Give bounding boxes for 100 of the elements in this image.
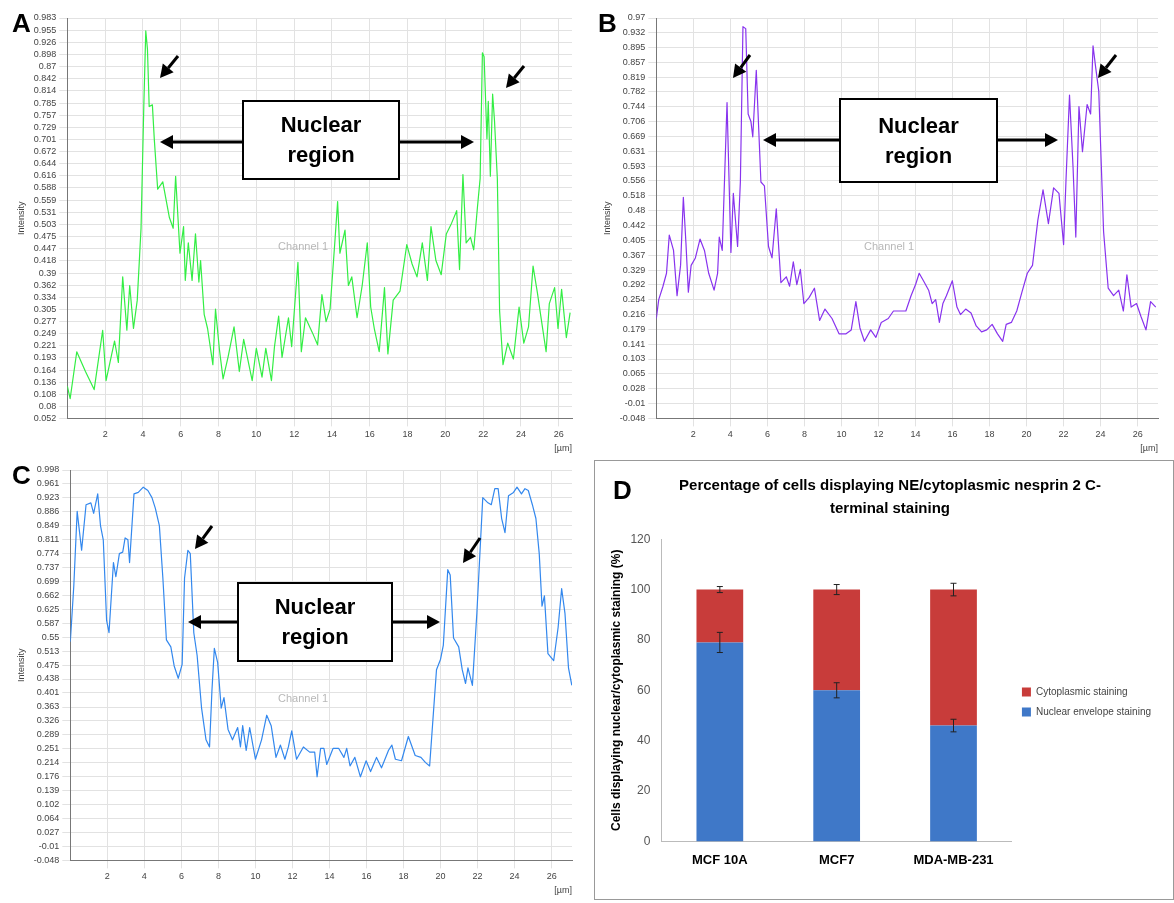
- y-tick-label: 0.699: [36, 576, 60, 587]
- y-tick-label: 0.405: [622, 234, 646, 245]
- y-tick-label: 0.442: [622, 220, 646, 231]
- x-tick-label: 4: [141, 871, 147, 882]
- y-tick-label: 0.277: [33, 316, 57, 327]
- x-tick-label: 6: [764, 429, 770, 440]
- bar: [696, 642, 744, 842]
- y-tick-label: 0.556: [622, 175, 646, 186]
- x-axis-title: [µm]: [554, 885, 572, 896]
- chart-title: Percentage of cells displaying NE/cytoplasmic nesprin 2 C-terminal staining: [678, 475, 1102, 518]
- x-tick-label: 12: [287, 871, 298, 882]
- y-tick-label: 0.729: [33, 121, 57, 132]
- x-tick-label: 2: [102, 429, 108, 440]
- y-tick-label: 0.103: [622, 353, 646, 364]
- x-tick-label: 20: [1021, 429, 1032, 440]
- y-tick-label: 0.644: [33, 158, 57, 169]
- y-tick-label: 0.849: [36, 520, 60, 531]
- legend-label: Cytoplasmic staining: [1035, 685, 1128, 697]
- x-tick-label: 18: [398, 871, 409, 882]
- legend-label: Nuclear envelope staining: [1035, 705, 1151, 717]
- y-tick-label: 0.926: [33, 37, 57, 47]
- bar: [930, 725, 977, 842]
- text: B: [598, 8, 617, 39]
- x-axis-title: [µm]: [554, 443, 572, 454]
- x-tick-label: 4: [727, 429, 733, 440]
- y-tick-label: 0.811: [37, 534, 60, 545]
- y-tick-label: 40: [637, 732, 651, 747]
- x-tick-label: 16: [361, 871, 372, 882]
- x-tick-label: 8: [801, 429, 807, 440]
- bar: [813, 690, 861, 842]
- y-tick-label: 0.588: [33, 182, 57, 193]
- y-tick-label: 0.955: [33, 24, 57, 35]
- y-tick-label: 0.254: [622, 294, 646, 305]
- x-axis-title: [µm]: [1140, 443, 1158, 454]
- y-axis-title: Cells displaying nuclear/cytoplasmic staining (%): [608, 549, 623, 832]
- x-tick-label: 8: [215, 871, 221, 882]
- annotation: Channel 1: [864, 240, 915, 252]
- y-tick-label: 0.249: [33, 328, 57, 339]
- x-tick-label: 24: [515, 429, 526, 440]
- y-tick-label: 0.559: [33, 194, 57, 205]
- x-tick-label: 18: [402, 429, 413, 440]
- text-box: Nuclear region: [237, 582, 393, 662]
- y-axis-title: Intensity: [15, 647, 26, 682]
- y-tick-label: 0.027: [36, 826, 60, 837]
- y-tick-label: 100: [630, 581, 651, 596]
- y-tick-label: 0.251: [36, 743, 60, 754]
- y-tick-label: 0.221: [33, 340, 57, 351]
- y-tick-label: 80: [637, 632, 651, 647]
- y-tick-label: 0.475: [33, 230, 57, 241]
- y-tick-label: 0.289: [36, 729, 60, 740]
- y-tick-label: 0.064: [36, 813, 60, 824]
- x-tick-label: MCF7: [818, 851, 855, 867]
- y-tick-label: 60: [637, 682, 651, 697]
- y-tick-label: 0.513: [36, 645, 60, 656]
- x-tick-label: 20: [435, 871, 446, 882]
- text-box: Nuclear region: [839, 98, 998, 183]
- y-tick-label: 0.136: [33, 376, 57, 387]
- x-tick-label: 4: [140, 429, 146, 440]
- y-tick-label: 0.782: [622, 86, 646, 97]
- y-tick-label: 0.97: [627, 12, 646, 23]
- y-tick-label: 0.028: [622, 382, 646, 393]
- y-tick-label: 0.737: [36, 561, 60, 572]
- y-tick-label: 0.895: [622, 41, 646, 52]
- y-tick-label: 0.176: [36, 771, 60, 782]
- y-tick-label: 0.701: [33, 133, 57, 144]
- x-tick-label: 26: [546, 871, 557, 882]
- y-tick-label: 0.886: [36, 506, 60, 517]
- y-tick-label: 0.625: [36, 603, 60, 614]
- x-tick-label: 24: [1095, 429, 1106, 440]
- x-tick-label: MCF 10A: [692, 851, 749, 867]
- y-tick-label: 0.898: [33, 49, 57, 60]
- y-tick-label: 0.757: [33, 109, 57, 120]
- y-tick-label: 0.447: [33, 243, 57, 253]
- y-tick-label: 0: [643, 833, 651, 848]
- x-tick-label: 12: [873, 429, 884, 440]
- y-tick-label: 0.401: [36, 687, 60, 698]
- x-tick-label: 2: [104, 871, 110, 882]
- y-tick-label: 0.662: [36, 589, 60, 600]
- x-tick-label: 18: [984, 429, 995, 440]
- text: D: [613, 475, 632, 506]
- y-tick-label: 0.744: [622, 101, 646, 112]
- y-tick-label: 0.216: [622, 309, 646, 320]
- y-tick-label: 0.774: [36, 548, 60, 559]
- y-tick-label: 0.842: [33, 73, 57, 84]
- text: A: [12, 8, 31, 39]
- y-tick-label: 20: [637, 783, 651, 798]
- y-tick-label: 0.102: [36, 798, 60, 809]
- y-tick-label: 0.48: [627, 205, 646, 216]
- x-tick-label: 26: [1132, 429, 1143, 440]
- y-tick-label: 0.475: [36, 659, 60, 670]
- y-tick-label: 0.631: [622, 145, 646, 156]
- y-tick-label: 0.983: [33, 12, 57, 23]
- bar: [813, 589, 861, 691]
- y-tick-label: 0.785: [33, 97, 57, 108]
- text-box: Nuclear region: [242, 100, 400, 180]
- x-tick-label: 22: [1058, 429, 1069, 440]
- y-tick-label: 0.065: [622, 368, 646, 379]
- y-tick-label: 0.305: [33, 304, 57, 315]
- y-tick-label: 0.418: [33, 255, 57, 266]
- y-tick-label: -0.048: [619, 412, 646, 423]
